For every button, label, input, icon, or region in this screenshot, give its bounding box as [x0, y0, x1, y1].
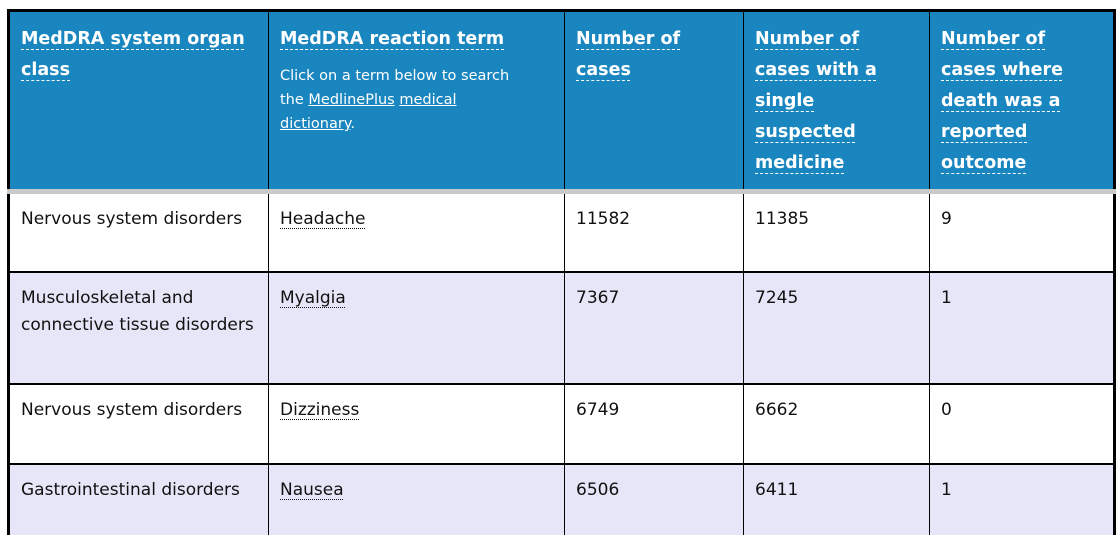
reaction-term-header-link[interactable]: MedDRA reaction term — [280, 29, 505, 49]
col-header-number-of-cases: Number of cases — [564, 10, 744, 194]
col-header-organ-class: MedDRA system organ class — [8, 10, 269, 194]
table-row: Musculoskeletal and connective tissue di… — [8, 270, 1115, 384]
col-header-reaction-term: MedDRA reaction term Click on a term bel… — [268, 10, 565, 194]
cell-death-outcome: 9 — [929, 190, 1115, 272]
cell-death-outcome: 0 — [929, 382, 1115, 464]
table-row: Gastrointestinal disorders Nausea 6506 6… — [8, 462, 1115, 535]
table-row: Nervous system disorders Headache 11582 … — [8, 190, 1115, 272]
medlineplus-link[interactable]: MedlinePlus — [308, 92, 395, 108]
col-header-single-suspected: Number of cases with a single suspected … — [743, 10, 930, 194]
number-of-cases-header-link[interactable]: Number of cases — [576, 29, 681, 80]
cell-organ-class: Gastrointestinal disorders — [8, 462, 269, 535]
cell-reaction-term: Myalgia — [268, 270, 565, 384]
cell-number-of-cases: 7367 — [564, 270, 744, 384]
cell-death-outcome: 1 — [929, 462, 1115, 535]
cell-single-suspected: 11385 — [743, 190, 930, 272]
cell-single-suspected: 7245 — [743, 270, 930, 384]
cell-reaction-term: Headache — [268, 190, 565, 272]
cell-death-outcome: 1 — [929, 270, 1115, 384]
organ-class-header-link[interactable]: MedDRA system organ class — [21, 29, 245, 80]
header-row: MedDRA system organ class MedDRA reactio… — [8, 10, 1115, 194]
reaction-term-link[interactable]: Myalgia — [280, 287, 346, 308]
cell-number-of-cases: 6749 — [564, 382, 744, 464]
cell-single-suspected: 6662 — [743, 382, 930, 464]
note-text: . — [350, 116, 355, 132]
reaction-term-link[interactable]: Headache — [280, 209, 366, 229]
cell-number-of-cases: 11582 — [564, 190, 744, 272]
cell-organ-class: Nervous system disorders — [8, 190, 269, 272]
cell-reaction-term: Dizziness — [268, 382, 565, 464]
cell-organ-class: Musculoskeletal and connective tissue di… — [8, 270, 269, 384]
cell-number-of-cases: 6506 — [564, 462, 744, 535]
header-note: Click on a term below to search the Medl… — [280, 64, 512, 136]
reaction-term-link[interactable]: Nausea — [280, 479, 344, 500]
note-text: Click on a term below to search the — [280, 68, 510, 108]
table-row: Nervous system disorders Dizziness 6749 … — [8, 382, 1115, 464]
col-header-death-outcome: Number of cases where death was a report… — [929, 10, 1115, 194]
reaction-term-link[interactable]: Dizziness — [280, 399, 360, 420]
cell-organ-class: Nervous system disorders — [8, 382, 269, 464]
cell-reaction-term: Nausea — [268, 462, 565, 535]
cell-single-suspected: 6411 — [743, 462, 930, 535]
medical-dictionary-link[interactable]: medical dictionary — [280, 92, 457, 132]
single-suspected-header-link[interactable]: Number of cases with a single suspected … — [755, 29, 877, 173]
death-outcome-header-link[interactable]: Number of cases where death was a report… — [941, 29, 1063, 173]
adverse-reactions-table: MedDRA system organ class MedDRA reactio… — [7, 9, 1116, 535]
